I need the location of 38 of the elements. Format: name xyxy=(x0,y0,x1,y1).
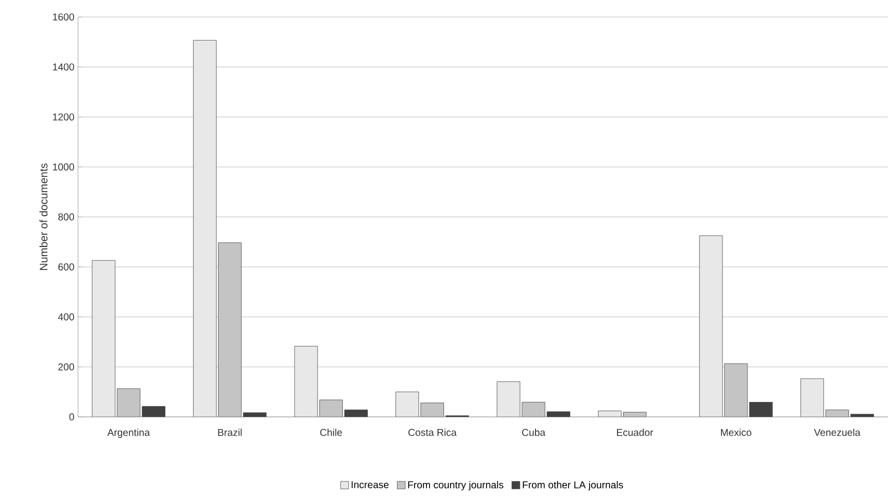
bar xyxy=(319,400,343,417)
x-tick-label: Chile xyxy=(320,428,342,436)
y-tick-label: 1200 xyxy=(53,114,74,121)
bar xyxy=(800,378,824,417)
x-tick-label: Costa Rica xyxy=(408,428,457,436)
legend-label: From country journals xyxy=(408,481,504,490)
bar xyxy=(294,346,318,417)
x-tick-label: Argentina xyxy=(107,428,150,438)
x-tick-label: Ecuador xyxy=(617,428,654,436)
y-tick-label: 200 xyxy=(58,363,74,370)
y-tick-label: 0 xyxy=(69,413,74,420)
bar xyxy=(825,410,849,417)
bar xyxy=(193,40,217,417)
bar xyxy=(396,392,419,417)
bar xyxy=(724,364,748,417)
bar xyxy=(496,382,520,417)
x-tick-label: Brazil xyxy=(218,428,242,436)
y-tick-label: 400 xyxy=(58,313,74,321)
y-tick-label: 1600 xyxy=(53,14,74,21)
y-tick-label: 1000 xyxy=(53,163,74,171)
bar xyxy=(522,402,546,417)
legend-label: Increase xyxy=(352,481,389,488)
y-tick-label: 1400 xyxy=(53,64,74,71)
y-tick-label: 600 xyxy=(58,263,74,271)
bar xyxy=(420,402,444,417)
x-tick-label: Venezuela xyxy=(814,428,860,436)
bar xyxy=(142,406,166,417)
bar xyxy=(749,402,773,417)
bar xyxy=(218,242,242,417)
legend-label: From other LA journals xyxy=(522,481,624,490)
y-tick-label: 800 xyxy=(58,213,74,221)
x-tick-label: Cuba xyxy=(522,428,546,436)
y-axis-title: Number of documents xyxy=(39,164,48,270)
bar xyxy=(116,388,140,417)
bar xyxy=(699,236,723,417)
bar xyxy=(598,410,622,417)
x-tick-label: Mexico xyxy=(721,428,752,436)
bar xyxy=(92,260,116,417)
